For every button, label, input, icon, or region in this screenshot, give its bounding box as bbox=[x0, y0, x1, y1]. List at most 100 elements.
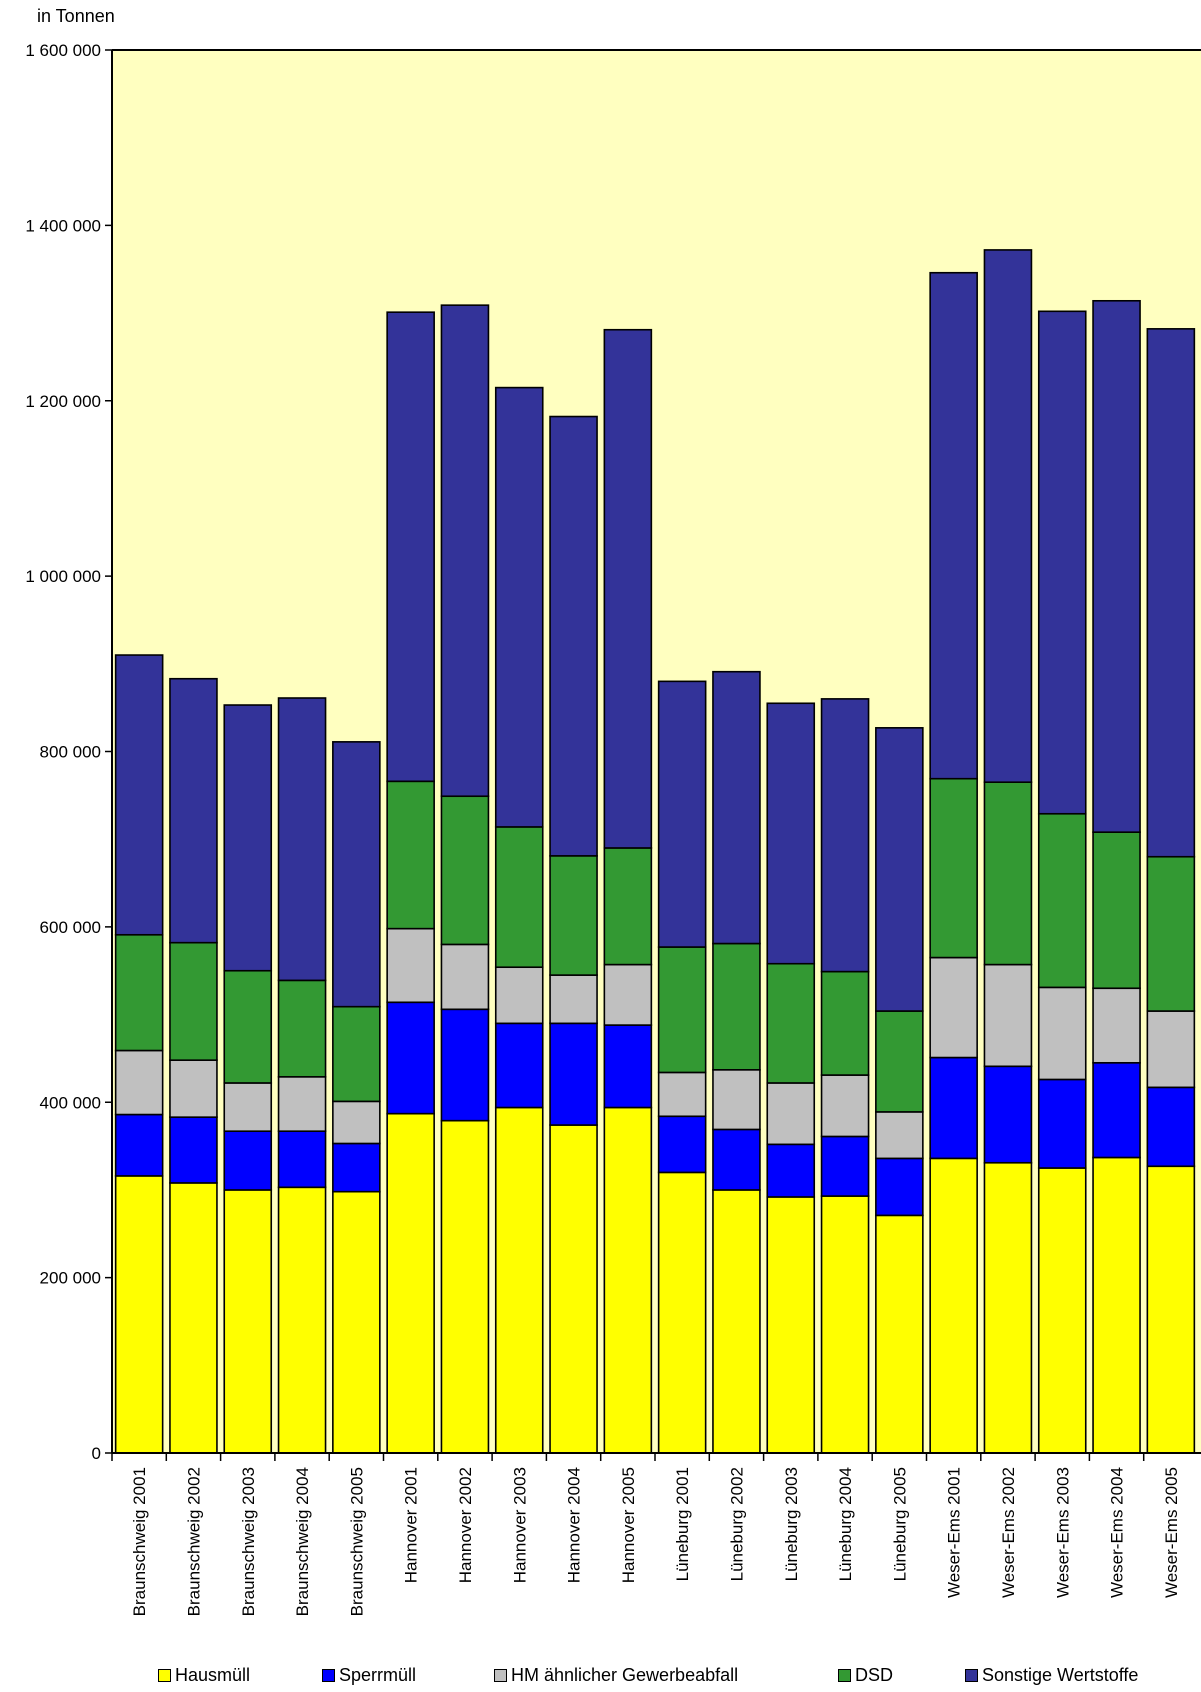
x-tick-label: Hannover 2005 bbox=[619, 1467, 638, 1583]
bar-segment bbox=[1037, 1167, 1087, 1454]
bar-segment bbox=[983, 1161, 1033, 1454]
bar-segment bbox=[983, 1065, 1033, 1164]
y-tick-label: 1 400 000 bbox=[25, 216, 101, 235]
bar-segment bbox=[277, 697, 327, 982]
legend-label: Sperrmüll bbox=[339, 1665, 417, 1685]
bar-segment bbox=[820, 1074, 870, 1138]
legend-swatch bbox=[322, 1669, 335, 1682]
bar-segment bbox=[440, 304, 490, 798]
bar-segment bbox=[1092, 299, 1141, 833]
bar-segment bbox=[875, 1157, 924, 1217]
bar-segment bbox=[332, 1005, 381, 1103]
bar-segment bbox=[277, 979, 327, 1078]
bar-segment bbox=[277, 1186, 327, 1454]
bar-segment bbox=[494, 1022, 544, 1109]
bar-segment bbox=[169, 1059, 218, 1118]
bar-segment bbox=[223, 1189, 273, 1454]
legend-item: DSD bbox=[838, 1665, 893, 1686]
bar-segment bbox=[223, 1130, 273, 1191]
y-tick-label: 0 bbox=[92, 1444, 101, 1463]
x-tick-label: Weser-Ems 2004 bbox=[1108, 1467, 1127, 1598]
bar-segment bbox=[657, 1171, 707, 1454]
plot-area bbox=[112, 50, 1201, 1453]
y-tick-label: 600 000 bbox=[40, 918, 101, 937]
legend: Hausmüll Sperrmüll HM ähnlicher Gewerbeabf… bbox=[0, 1665, 1201, 1692]
bar-segment bbox=[277, 1076, 327, 1132]
bar-segment bbox=[440, 943, 490, 1011]
bar-segment bbox=[114, 933, 164, 1052]
bar-segment bbox=[549, 1022, 598, 1126]
legend-item: HM ähnlicher Gewerbeabfall bbox=[494, 1665, 738, 1686]
bar-segment bbox=[332, 741, 381, 1008]
bar-segment bbox=[820, 698, 870, 973]
bar-segment bbox=[549, 974, 598, 1025]
legend-item: Sperrmüll bbox=[322, 1665, 416, 1686]
bar-segment bbox=[603, 1024, 653, 1109]
bar-segment bbox=[712, 670, 761, 945]
bar-segment bbox=[223, 1082, 273, 1132]
bar-segment bbox=[332, 1100, 381, 1145]
bar-segment bbox=[440, 1119, 490, 1454]
bar-segment bbox=[603, 328, 653, 849]
legend-item: Sonstige Wertstoffe bbox=[965, 1665, 1138, 1686]
x-tick-label: Weser-Ems 2005 bbox=[1162, 1467, 1181, 1598]
x-tick-label: Braunschweig 2005 bbox=[347, 1467, 366, 1616]
bar-segment bbox=[386, 780, 435, 930]
bar-segment bbox=[1037, 1078, 1087, 1169]
bar-segment bbox=[386, 1001, 435, 1115]
bar-segment bbox=[929, 777, 978, 959]
x-tick-label: Lüneburg 2004 bbox=[836, 1467, 855, 1581]
bar-segment bbox=[549, 1124, 598, 1454]
legend-swatch bbox=[494, 1669, 507, 1682]
bar-segment bbox=[820, 1195, 870, 1454]
bar-segment bbox=[712, 1069, 761, 1131]
bar-segment bbox=[875, 727, 924, 1012]
legend-label: Sonstige Wertstoffe bbox=[982, 1665, 1139, 1685]
x-tick-label: Lüneburg 2005 bbox=[890, 1467, 909, 1581]
bar-segment bbox=[983, 781, 1033, 966]
bar-segment bbox=[820, 1135, 870, 1197]
bar-segment bbox=[712, 942, 761, 1071]
y-tick-label: 1 000 000 bbox=[25, 567, 101, 586]
bars bbox=[114, 249, 1196, 1454]
bar-segment bbox=[1146, 1086, 1196, 1168]
y-tick-labels: 0 200 000 400 000 600 000 800 000 1 000 000 1 … bbox=[25, 41, 101, 1463]
y-tick-label: 1 600 000 bbox=[25, 41, 101, 60]
bar-segment bbox=[766, 1143, 816, 1198]
bar-segment bbox=[494, 966, 544, 1025]
bar-segment bbox=[549, 415, 598, 857]
y-tick-label: 400 000 bbox=[40, 1093, 101, 1112]
bar-segment bbox=[1146, 1010, 1196, 1089]
legend-item: Hausmüll bbox=[158, 1665, 250, 1686]
legend-swatch bbox=[965, 1669, 978, 1682]
y-tick-label: 800 000 bbox=[40, 743, 101, 762]
bar-segment bbox=[114, 1049, 164, 1116]
bar-segment bbox=[820, 970, 870, 1076]
bar-segment bbox=[494, 1106, 544, 1454]
x-tick-label: Hannover 2004 bbox=[565, 1467, 584, 1583]
x-tick-label: Weser-Ems 2001 bbox=[945, 1467, 964, 1598]
x-tick-label: Lüneburg 2002 bbox=[727, 1467, 746, 1581]
bar-segment bbox=[766, 1082, 816, 1146]
bar-segment bbox=[1037, 812, 1087, 989]
bar-segment bbox=[929, 1056, 978, 1160]
legend-label: HM ähnlicher Gewerbeabfall bbox=[511, 1665, 739, 1685]
axes bbox=[105, 49, 1201, 1461]
bar-segment bbox=[875, 1111, 924, 1160]
bar-segment bbox=[277, 1130, 327, 1189]
x-tick-label: Weser-Ems 2002 bbox=[999, 1467, 1018, 1598]
legend-swatch bbox=[158, 1669, 171, 1682]
bar-segment bbox=[332, 1142, 381, 1193]
bar-segment bbox=[766, 1196, 816, 1454]
bar-segment bbox=[169, 941, 218, 1061]
bar-segment bbox=[223, 969, 273, 1084]
bar-segment bbox=[603, 847, 653, 966]
legend-swatch bbox=[838, 1669, 851, 1682]
legend-label: Hausmüll bbox=[175, 1665, 251, 1685]
bar-segment bbox=[114, 654, 164, 936]
bar-segment bbox=[929, 271, 978, 780]
x-tick-labels: Braunschweig 2001 Braunschweig 2002 Brauns… bbox=[130, 1467, 1181, 1616]
bar-segment bbox=[929, 1157, 978, 1454]
bar-segment bbox=[983, 963, 1033, 1068]
bar-segment bbox=[1092, 987, 1141, 1064]
